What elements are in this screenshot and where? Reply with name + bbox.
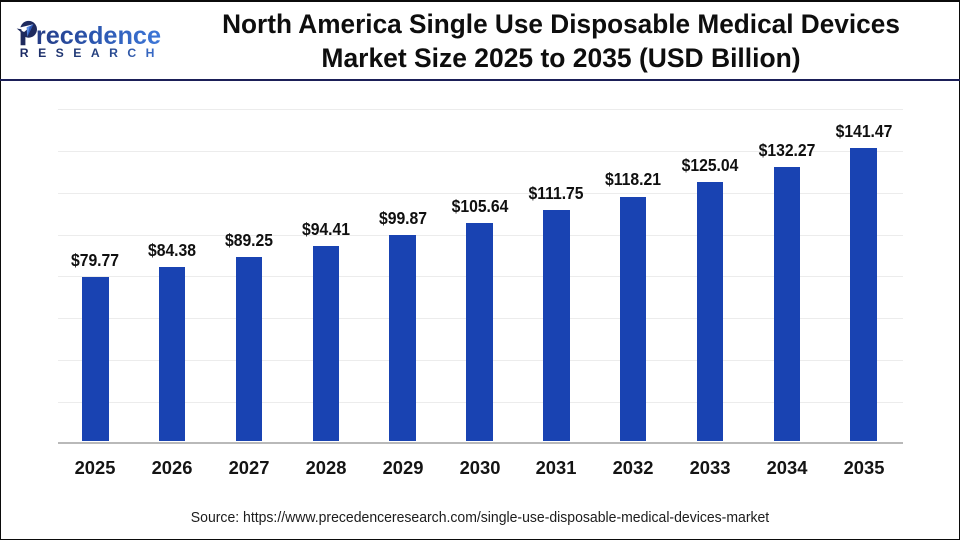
leaf-in-p-icon bbox=[16, 20, 37, 46]
gridline-120 bbox=[57, 192, 903, 194]
logo-subword: RESEARCH bbox=[19, 45, 164, 60]
value-label-2028: $94.41 bbox=[301, 219, 350, 240]
gridline-160 bbox=[57, 109, 903, 111]
chart-title-line2: Market Size 2025 to 2035 (USD Billion) bbox=[321, 43, 801, 74]
year-label-2034: 2034 bbox=[766, 458, 808, 479]
frame-border-top bbox=[0, 0, 960, 2]
year-label-2029: 2029 bbox=[382, 458, 424, 479]
value-label-2035: $141.47 bbox=[835, 120, 893, 141]
year-label-2032: 2032 bbox=[612, 458, 654, 479]
bar-2026 bbox=[159, 267, 186, 442]
x-axis-line bbox=[57, 441, 903, 444]
year-label-2030: 2030 bbox=[459, 458, 500, 479]
value-label-2027: $89.25 bbox=[224, 229, 274, 250]
bar-2025 bbox=[82, 276, 109, 442]
bar-2032 bbox=[619, 196, 647, 442]
value-label-2026: $84.38 bbox=[148, 240, 197, 261]
year-label-2028: 2028 bbox=[305, 458, 347, 479]
value-label-2032: $118.21 bbox=[605, 169, 662, 190]
year-label-2031: 2031 bbox=[535, 458, 577, 479]
year-label-2035: 2035 bbox=[843, 458, 885, 479]
header-divider bbox=[0, 79, 960, 82]
source-citation: Source: https://www.precedenceresearch.c… bbox=[190, 509, 770, 527]
gridline-140 bbox=[57, 151, 903, 153]
bar-2033 bbox=[696, 182, 724, 442]
frame-border-left bbox=[0, 0, 2, 540]
bar-2029 bbox=[389, 234, 416, 442]
year-label-2026: 2026 bbox=[151, 458, 193, 479]
bar-2030 bbox=[466, 222, 493, 442]
frame-border-right bbox=[958, 0, 960, 540]
value-label-2030: $105.64 bbox=[451, 195, 508, 216]
year-label-2025: 2025 bbox=[74, 458, 116, 479]
value-label-2031: $111.75 bbox=[528, 182, 584, 203]
value-label-2029: $99.87 bbox=[378, 207, 427, 228]
year-label-2027: 2027 bbox=[228, 458, 270, 479]
year-label-2033: 2033 bbox=[689, 458, 731, 479]
value-label-2033: $125.04 bbox=[681, 155, 739, 176]
chart-title-line1: North America Single Use Disposable Medi… bbox=[222, 9, 900, 40]
bar-2031 bbox=[543, 210, 570, 442]
logo-wordmark: recedence bbox=[35, 21, 162, 50]
frame-border-bottom bbox=[0, 538, 960, 540]
bar-2027 bbox=[235, 257, 263, 442]
bar-2028 bbox=[312, 246, 340, 442]
value-label-2034: $132.27 bbox=[758, 140, 816, 161]
value-label-2025: $79.77 bbox=[71, 249, 120, 270]
bar-2035 bbox=[850, 148, 877, 442]
bar-2034 bbox=[773, 167, 800, 442]
